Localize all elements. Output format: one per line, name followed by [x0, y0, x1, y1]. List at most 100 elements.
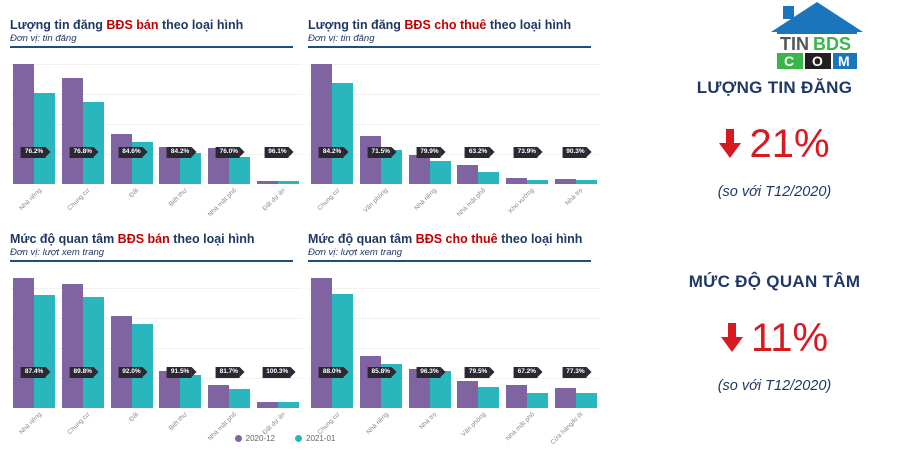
chart-unit-label: Đơn vị: tin đăng [10, 33, 294, 49]
legend-item-2020-12: 2020-12 [234, 434, 275, 443]
bar-2020-12 [311, 64, 333, 185]
bar-2021-01 [429, 160, 451, 185]
percent-change-badge: 90.3% [562, 146, 593, 159]
bar-2021-01 [527, 392, 549, 409]
chart-unit-label: Đơn vị: tin đăng [308, 33, 592, 49]
bar-2021-01 [131, 323, 153, 409]
percent-change-badge: 88.0% [318, 366, 349, 379]
bar-2020-12 [360, 136, 381, 185]
bar-2020-12 [159, 371, 181, 409]
bar-group: 88.0% Chung cư [308, 276, 357, 437]
svg-text:O: O [812, 53, 823, 69]
bar-group: 67.2% Nhà mặt phố [503, 276, 552, 443]
bar-2020-12 [110, 133, 132, 185]
bar-2020-12 [110, 316, 132, 409]
kpi-value: 11% [750, 316, 829, 360]
bar-group: 79.5% Văn phòng [454, 276, 503, 439]
house-icon: TIN BDS C O M [771, 2, 863, 69]
legend-label: 2021-01 [306, 434, 336, 443]
chart-title: Lượng tin đăng BĐS cho thuê theo loại hì… [308, 18, 600, 32]
bar-2021-01 [527, 179, 549, 185]
percent-change-badge: 84.2% [166, 146, 197, 159]
bar-2021-01 [575, 392, 597, 409]
percent-change-badge: 100.3% [262, 366, 296, 379]
percent-change-badge: 96.1% [264, 146, 295, 159]
gridlines [10, 62, 302, 185]
down-arrow-icon [719, 129, 742, 158]
percent-change-badge: 84.6% [118, 146, 149, 159]
chart-title: Mức độ quan tâm BĐS cho thuê theo loại h… [308, 232, 600, 246]
bar-2020-12 [256, 181, 278, 185]
category-label: Chung cư [316, 187, 342, 213]
percent-change-badge: 89.8% [69, 366, 100, 379]
bar-group: 87.4% Nhà riêng [10, 276, 59, 436]
category-label: Nhà mặt phố [455, 187, 488, 219]
bar-2021-01 [34, 294, 56, 409]
bar-2020-12 [506, 178, 528, 185]
bar-plot: 87.4% Nhà riêng 89.8% Chung cư 92.0% Đất 91.5%… [10, 276, 302, 443]
bar-group: 76.0% Nhà mặt phố [205, 62, 254, 219]
title-highlight: BĐS cho thuê [415, 232, 498, 246]
bar-2020-12 [457, 381, 479, 409]
category-label: Nhà mặt phố [504, 411, 536, 443]
category-label: Đất dự án [261, 187, 287, 213]
bar-group: 77.3% Cửa hàng/ki ốt [549, 276, 600, 446]
percent-change-badge: 87.4% [20, 366, 51, 379]
bar-group: 96.1% Đất dự án [253, 62, 302, 213]
percent-change-badge: 76.0% [215, 146, 246, 159]
down-arrow-icon [720, 323, 743, 352]
bar-2021-01 [478, 172, 500, 185]
bar-group: 85.8% Nhà riêng [357, 276, 406, 436]
bar-2021-01 [332, 83, 354, 185]
bar-2021-01 [381, 150, 402, 185]
summary-panel: TIN BDS C O M LƯỢNG TIN ĐĂNG 21% (so với… [650, 0, 899, 450]
bar-2020-12 [13, 278, 35, 409]
category-label: Chung cư [66, 411, 92, 437]
kpi-title: LƯỢNG TIN ĐĂNG [696, 78, 853, 97]
kpi-value-row: 21% [650, 124, 899, 164]
legend-dot-purple [234, 435, 242, 442]
chart-title: Lượng tin đăng BĐS bán theo loại hình [10, 18, 302, 32]
kpi-value-row: 11% [650, 318, 899, 358]
title-suffix: theo loại hình [169, 232, 255, 246]
bar-2021-01 [180, 374, 202, 409]
bar-2020-12 [13, 64, 35, 185]
bar-plot: 88.0% Chung cư 85.8% Nhà riêng 96.3% Nhà trọ 7… [308, 276, 600, 446]
category-label: Đất [128, 187, 141, 200]
bar-2020-12 [457, 165, 479, 185]
percent-change-badge: 85.8% [367, 366, 398, 379]
bar-2021-01 [478, 386, 500, 409]
title-highlight: BĐS bán [117, 232, 170, 246]
bar-plot: 76.2% Nhà riêng 76.8% Chung cư 84.6% Đất 84.2%… [10, 62, 302, 219]
bar-plot: 84.2% Chung cư 71.5% Văn phòng 79.9% Nhà riên… [308, 62, 600, 219]
percent-change-badge: 63.2% [464, 146, 495, 159]
svg-text:C: C [784, 53, 794, 69]
percent-change-badge: 92.0% [118, 366, 149, 379]
chart-interest-rent: Mức độ quan tâm BĐS cho thuê theo loại h… [308, 232, 600, 446]
gridlines [308, 276, 600, 409]
bar-group: 73.9% Kho xưởng [503, 62, 552, 215]
percent-change-badge: 77.3% [562, 366, 593, 379]
bar-2021-01 [332, 293, 354, 409]
percent-change-badge: 71.5% [367, 146, 398, 159]
bar-group: 84.2% Biệt thự [156, 62, 205, 208]
percent-change-badge: 67.2% [513, 366, 544, 379]
percent-change-badge: 79.9% [416, 146, 447, 159]
percent-change-badge: 91.5% [166, 366, 197, 379]
bar-2021-01 [229, 157, 251, 185]
legend-dot-teal [295, 435, 302, 442]
bar-2020-12 [554, 388, 576, 409]
chart-listings-sale: Lượng tin đăng BĐS bán theo loại hình Đơ… [10, 18, 302, 230]
title-prefix: Lượng tin đăng [10, 18, 107, 32]
title-highlight: BĐS cho thuê [404, 18, 487, 32]
title-highlight: BĐS bán [106, 18, 159, 32]
bar-group: 84.2% Chung cư [308, 62, 357, 213]
gridlines [10, 276, 302, 409]
percent-change-badge: 96.3% [416, 366, 447, 379]
bar-group: 81.7% Nhà mặt phố [205, 276, 254, 443]
bar-group: 96.3% Nhà trọ [405, 276, 454, 431]
percent-change-badge: 76.8% [69, 146, 100, 159]
chart-title: Mức độ quan tâm BĐS bán theo loại hình [10, 232, 302, 246]
percent-change-badge: 81.7% [215, 366, 246, 379]
